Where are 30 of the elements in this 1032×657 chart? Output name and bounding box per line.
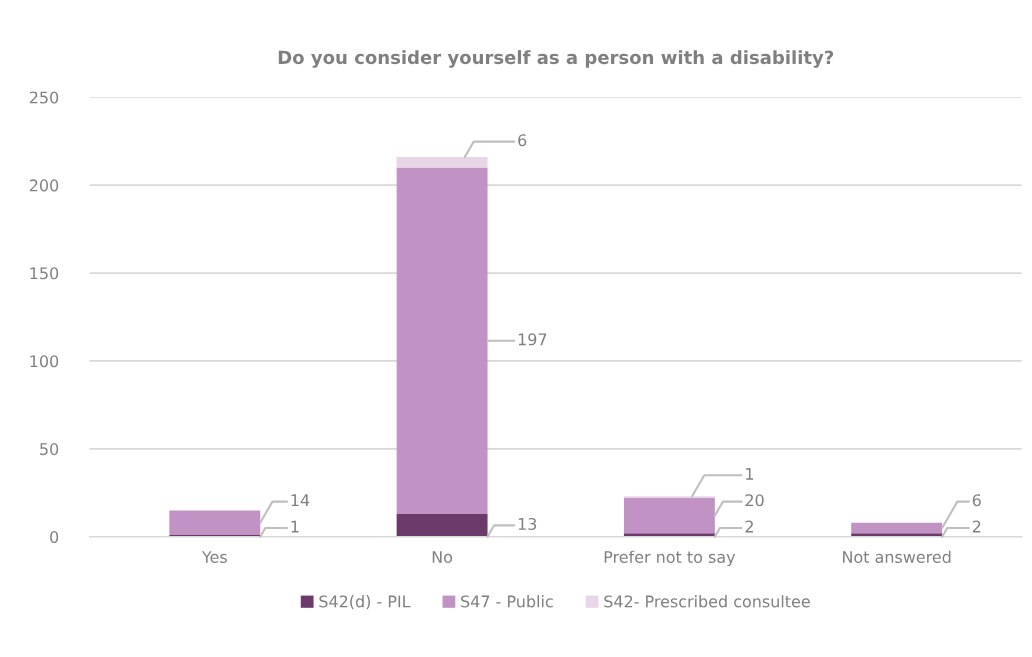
bar — [851, 522, 943, 534]
data-label: 6 — [972, 494, 981, 507]
legend-label: S47 - Public — [461, 595, 553, 608]
bar — [169, 510, 261, 536]
x-tick-label: Prefer not to say — [604, 550, 736, 567]
data-label: 6 — [518, 134, 527, 147]
bar — [623, 498, 715, 534]
chart-title: Do you consider yourself as a person with a disability? — [278, 50, 834, 68]
y-tick-label: 250 — [29, 91, 59, 104]
data-label: 14 — [291, 494, 310, 507]
bar — [396, 513, 488, 537]
data-label: 197 — [518, 333, 547, 346]
legend-label: S42- Prescribed consultee — [604, 595, 810, 608]
data-label: 13 — [518, 517, 537, 530]
x-tick-label: Not answered — [843, 550, 951, 564]
bar — [396, 167, 488, 514]
data-label: 1 — [291, 520, 299, 533]
data-label: 1 — [746, 468, 754, 480]
y-tick-label: 200 — [29, 179, 59, 192]
y-tick-label: 0 — [50, 530, 59, 544]
data-label: 2 — [745, 520, 753, 533]
x-tick-label: No — [432, 551, 453, 564]
x-tick-label: Yes — [201, 551, 227, 564]
legend-label: S42(d) - PIL — [319, 595, 411, 610]
y-tick-label: 100 — [30, 355, 59, 368]
y-tick-label: 150 — [30, 267, 59, 280]
bar — [396, 157, 488, 168]
data-label: 2 — [972, 520, 981, 533]
data-label: 20 — [745, 494, 764, 507]
y-tick-label: 50 — [40, 443, 59, 456]
